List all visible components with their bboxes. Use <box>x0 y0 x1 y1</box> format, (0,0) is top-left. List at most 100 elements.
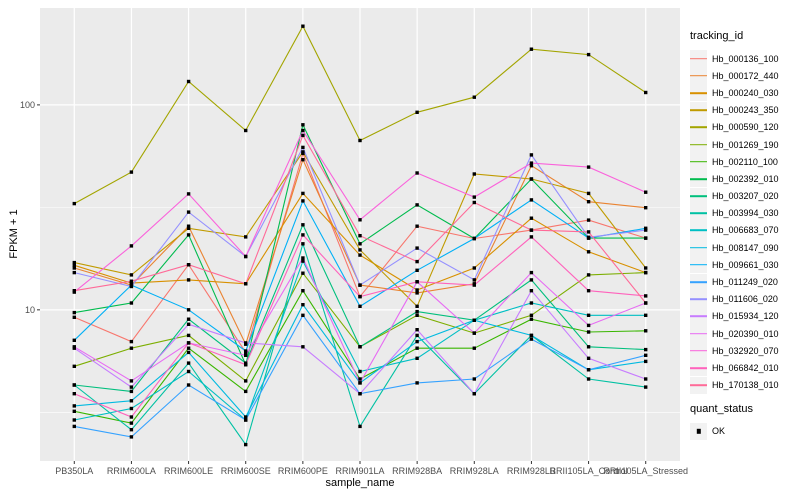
data-point <box>72 266 76 270</box>
data-point <box>129 279 134 283</box>
data-point <box>129 244 134 248</box>
data-point <box>415 280 419 284</box>
data-point <box>529 333 534 338</box>
data-point <box>186 308 191 312</box>
data-point <box>186 192 191 196</box>
legend-key-line-icon <box>690 229 707 232</box>
legend-item: Hb_000590_120 <box>690 118 798 136</box>
legend-item: Hb_015934_120 <box>690 307 798 325</box>
legend: tracking_id Hb_000136_100 Hb_000172_440 Hb… <box>690 30 798 440</box>
data-point <box>186 226 191 230</box>
data-point <box>415 110 419 114</box>
legend-key-swatch <box>690 118 707 136</box>
data-point <box>586 345 591 349</box>
data-point <box>472 172 476 176</box>
data-point <box>358 283 362 287</box>
data-point <box>644 377 648 381</box>
legend-key-swatch <box>690 359 707 377</box>
data-point <box>415 268 419 272</box>
data-point <box>186 383 191 387</box>
data-point <box>186 210 191 214</box>
legend-item: Hb_000136_100 <box>690 50 798 68</box>
legend-title-quant-status: quant_status <box>690 402 753 415</box>
data-point <box>586 165 591 169</box>
data-point <box>301 158 305 162</box>
data-point <box>186 369 191 374</box>
data-point <box>301 199 305 203</box>
data-point <box>186 322 191 326</box>
legend-label: Hb_066842_010 <box>712 362 779 373</box>
data-point <box>358 369 362 374</box>
data-point <box>644 301 648 305</box>
data-point <box>244 128 248 133</box>
data-point <box>415 224 419 228</box>
data-point <box>586 250 591 254</box>
x-tick-label: RRIM928BA <box>392 466 442 476</box>
legend-label: Hb_002110_100 <box>712 156 778 167</box>
data-point <box>72 201 76 206</box>
data-point <box>644 347 648 352</box>
data-point <box>415 246 419 250</box>
legend-label: Hb_000136_100 <box>712 53 779 64</box>
data-point <box>358 248 362 252</box>
data-point <box>586 191 591 196</box>
data-point <box>129 415 134 419</box>
data-point <box>301 150 305 154</box>
data-point <box>72 263 76 267</box>
legend-item: Hb_032920_070 <box>690 342 798 360</box>
data-point <box>415 328 419 332</box>
legend-key-line-icon <box>690 195 707 197</box>
legend-key-swatch <box>690 256 707 274</box>
legend-label: Hb_020390_010 <box>712 328 779 339</box>
legend-label: Hb_011249_020 <box>712 277 778 288</box>
data-point <box>301 271 305 275</box>
data-point <box>358 218 362 222</box>
legend-item: Hb_003207_020 <box>690 187 798 205</box>
data-point <box>358 345 362 349</box>
y-axis-title: FPKM + 1 <box>8 209 20 259</box>
data-point <box>72 270 76 275</box>
legend-label: Hb_006683_070 <box>712 225 779 236</box>
data-point <box>529 289 534 293</box>
data-point <box>529 164 534 168</box>
legend-key-swatch <box>690 153 707 171</box>
x-tick-label: RRIM600LA <box>107 466 156 476</box>
legend-key-swatch <box>690 273 707 291</box>
x-tick-label: RRIM901LA <box>335 466 384 476</box>
data-point <box>129 346 134 350</box>
legend-items-tracking-id: Hb_000136_100 Hb_000172_440 Hb_000240_030 H… <box>690 50 798 394</box>
data-point <box>358 304 362 308</box>
legend-label: Hb_170138_010 <box>712 380 779 391</box>
legend-key-line-icon <box>690 315 707 318</box>
legend-label: Hb_003207_020 <box>712 191 779 202</box>
legend-item: Hb_000243_350 <box>690 101 798 119</box>
data-point <box>72 315 76 319</box>
data-point <box>244 282 248 286</box>
legend-key-swatch <box>690 101 707 119</box>
legend-key-swatch <box>690 187 707 205</box>
data-point <box>415 339 419 344</box>
data-point <box>358 392 362 396</box>
legend-label: Hb_011606_020 <box>712 294 778 305</box>
data-point <box>529 317 534 321</box>
data-point <box>301 145 305 150</box>
data-point <box>415 259 419 264</box>
data-point <box>644 385 648 389</box>
data-point <box>586 377 591 381</box>
legend-item: Hb_002110_100 <box>690 153 798 171</box>
data-point <box>186 224 191 228</box>
data-point <box>586 323 591 328</box>
y-tick-label: 100 <box>20 100 35 110</box>
data-point <box>244 415 248 419</box>
data-point <box>358 234 362 238</box>
data-point <box>415 333 419 338</box>
data-point <box>529 177 534 181</box>
data-point <box>644 266 648 270</box>
data-point <box>644 329 648 333</box>
data-point <box>72 260 76 265</box>
data-point <box>244 379 248 383</box>
data-point <box>586 218 591 222</box>
data-point <box>129 284 134 289</box>
